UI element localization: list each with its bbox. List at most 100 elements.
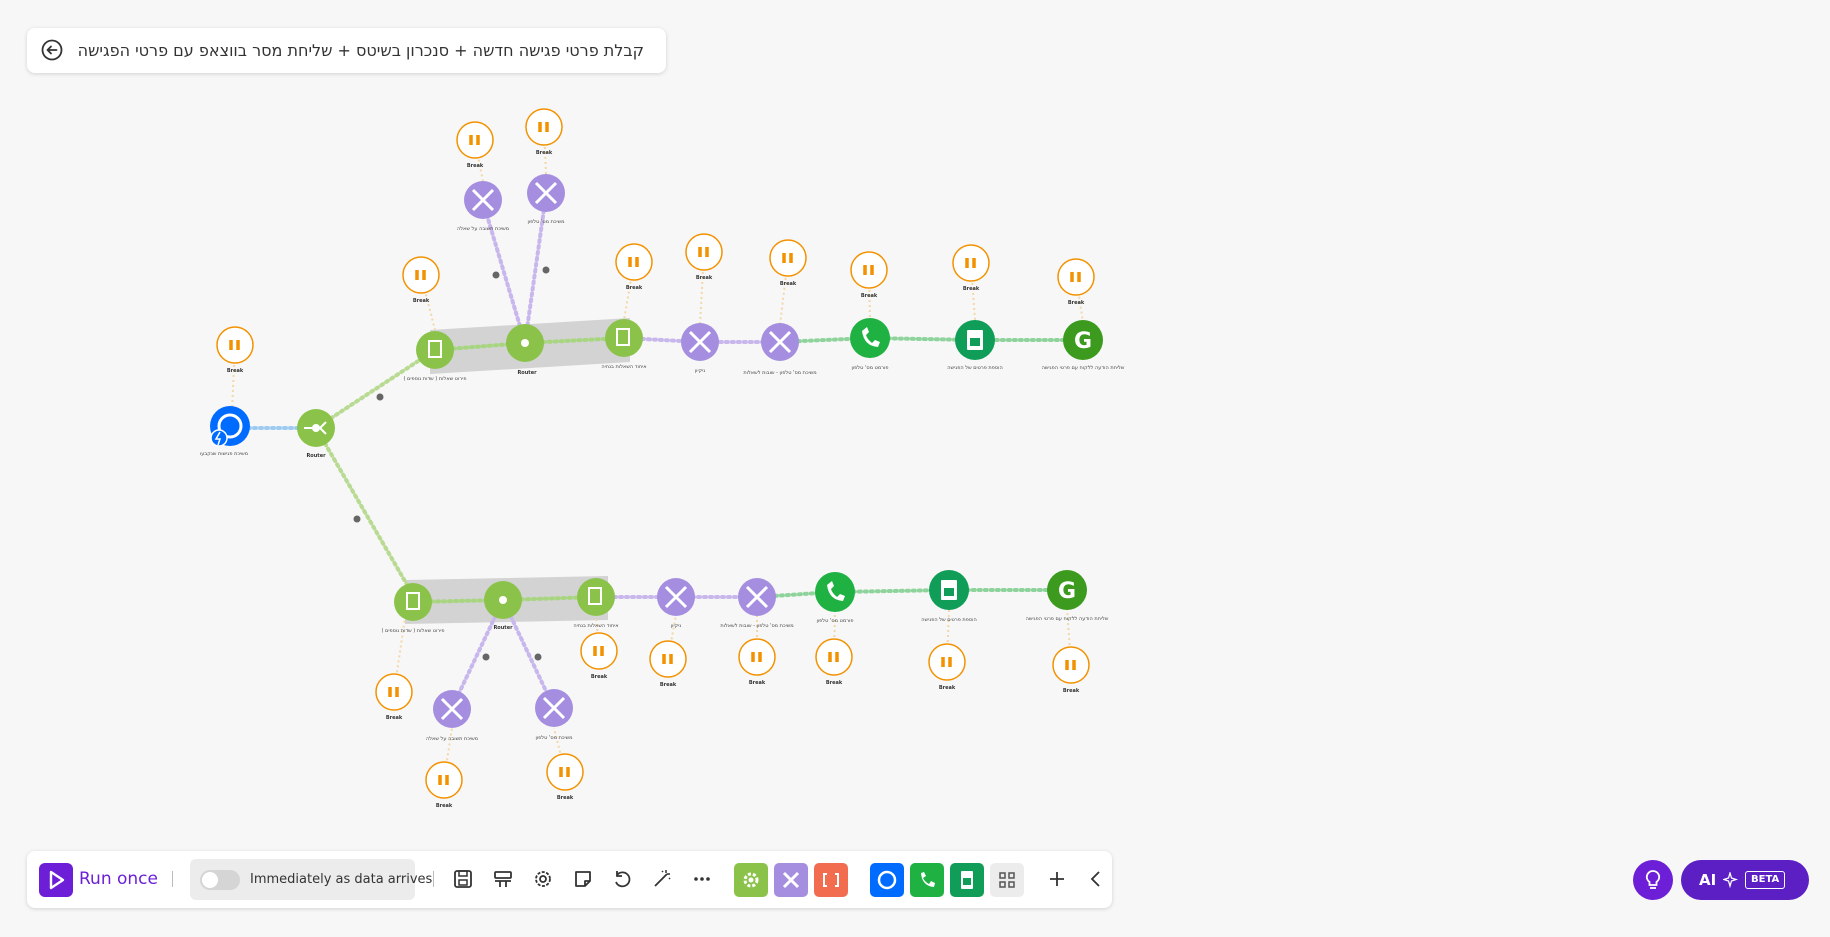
scenario-io-icon[interactable] xyxy=(492,868,514,890)
tools-module-branch-phone-upper[interactable] xyxy=(527,174,565,212)
break-module[interactable]: Break xyxy=(615,243,653,291)
calendly-icon xyxy=(877,870,897,890)
scenario-title[interactable]: קבלת פרטי פגישה חדשה + סנכרון בשיטס + של… xyxy=(77,41,644,60)
text-parser-module-upper[interactable] xyxy=(605,319,643,357)
whatsapp-module-upper[interactable] xyxy=(850,318,890,358)
magic-wand-icon[interactable] xyxy=(651,868,673,890)
break-label: Break xyxy=(557,795,574,801)
break-module[interactable]: Break xyxy=(525,108,563,156)
break-label: Break xyxy=(939,685,956,691)
text-parser-button[interactable] xyxy=(814,863,848,897)
router-label-lower: Router xyxy=(493,625,513,631)
apps-button[interactable] xyxy=(990,863,1024,897)
upper-label-5: הוספת פרטים של הפגישה xyxy=(947,365,1002,371)
schedule-toggle[interactable] xyxy=(200,870,240,890)
play-icon xyxy=(49,870,65,890)
run-once-button[interactable] xyxy=(39,863,73,897)
break-module[interactable]: Break xyxy=(375,673,413,721)
google-sheets-module-upper[interactable] xyxy=(955,320,995,360)
lower-label-1: איחוד השאלות בנחיה xyxy=(573,623,618,629)
tools-module-upper-1[interactable] xyxy=(681,323,719,361)
pause-icon xyxy=(751,652,762,662)
break-module[interactable]: Break xyxy=(769,239,807,287)
chevron-left-icon[interactable] xyxy=(1085,868,1107,890)
router-label-upper: Router xyxy=(517,370,537,376)
tools-module-lower-2[interactable] xyxy=(738,578,776,616)
text-parser-module-lower[interactable] xyxy=(577,578,615,616)
tools-icon xyxy=(782,871,800,889)
ai-assistant-button[interactable]: AI BETA xyxy=(1681,860,1809,900)
break-module[interactable]: Break xyxy=(850,251,888,299)
add-icon[interactable] xyxy=(1046,868,1068,890)
break-module[interactable]: Break xyxy=(425,761,463,809)
branch-answer-label-lower: משיכת תשובה על שאלה xyxy=(426,736,478,742)
undo-icon[interactable] xyxy=(611,868,633,890)
break-module[interactable]: Break xyxy=(546,753,584,801)
break-label: Break xyxy=(386,715,403,721)
router-module-upper[interactable] xyxy=(506,324,544,362)
break-label: Break xyxy=(780,281,797,287)
text-aggregator-module-lower[interactable] xyxy=(394,583,432,621)
google-sheets-button[interactable] xyxy=(950,863,984,897)
google-sheets-module-lower[interactable] xyxy=(929,570,969,610)
run-once-label[interactable]: Run once xyxy=(79,869,158,889)
flow-control-button[interactable] xyxy=(734,863,768,897)
hint-button[interactable] xyxy=(1633,860,1673,900)
tools-module-branch-phone-lower[interactable] xyxy=(535,689,573,727)
pause-icon xyxy=(863,265,874,275)
divider xyxy=(433,871,434,887)
break-module[interactable]: Break xyxy=(1057,258,1095,306)
connection-line xyxy=(314,426,415,597)
pause-icon xyxy=(538,122,549,132)
break-label: Break xyxy=(861,293,878,299)
text-aggregator-module-upper[interactable] xyxy=(416,331,454,369)
branch-phone-label-lower: משיכת מס' טלפון xyxy=(535,735,572,741)
break-label: Break xyxy=(826,680,843,686)
upper-label-2: ניקיון xyxy=(695,368,706,374)
schedule-toggle-area[interactable]: Immediately as data arrives xyxy=(190,859,432,900)
upper-label-0: פירוט שאלות ( שדות נוספים ) xyxy=(404,376,467,382)
whatsapp-button[interactable] xyxy=(910,863,944,897)
lightbulb-icon xyxy=(1645,870,1661,889)
calendly-trigger-module[interactable] xyxy=(210,406,250,447)
break-module[interactable]: Break xyxy=(952,244,990,292)
more-icon[interactable] xyxy=(691,868,713,890)
break-module[interactable]: Break xyxy=(649,640,687,688)
ai-label: AI xyxy=(1699,871,1717,889)
break-module[interactable]: Break xyxy=(402,256,440,304)
pause-icon xyxy=(1065,660,1076,670)
lower-label-6: שליחת הודעה ללקוח עם פרטי הפגישה xyxy=(1026,616,1109,622)
tools-module-branch-answer-lower[interactable] xyxy=(433,690,471,728)
break-module[interactable]: Break xyxy=(815,638,853,686)
tools-module-upper-2[interactable] xyxy=(761,323,799,361)
lower-label-0: פירוט שאלות ( שדות נוספים ) xyxy=(382,628,445,634)
pause-icon xyxy=(698,247,709,257)
router-module[interactable] xyxy=(297,409,335,447)
router-module-lower[interactable] xyxy=(484,581,522,619)
calendly-button[interactable] xyxy=(870,863,904,897)
whatsapp-module-lower[interactable] xyxy=(815,572,855,612)
notes-icon[interactable] xyxy=(572,868,594,890)
break-module[interactable]: Break xyxy=(738,638,776,686)
break-module[interactable]: Break xyxy=(580,632,618,680)
break-module[interactable]: Break xyxy=(1052,646,1090,694)
break-module[interactable]: Break xyxy=(456,121,494,169)
break-module[interactable]: Break xyxy=(928,643,966,691)
break-label: Break xyxy=(626,285,643,291)
green-api-module-lower[interactable]: G xyxy=(1047,570,1087,610)
schedule-label: Immediately as data arrives xyxy=(250,872,433,887)
break-module[interactable]: Break xyxy=(685,233,723,281)
green-api-module-upper[interactable]: G xyxy=(1063,320,1103,360)
tools-module-branch-answer-upper[interactable] xyxy=(464,181,502,219)
svg-text:G: G xyxy=(1058,579,1076,604)
phone-icon xyxy=(921,872,935,887)
back-arrow-icon[interactable] xyxy=(41,39,63,61)
break-label: Break xyxy=(413,298,430,304)
save-icon[interactable] xyxy=(452,868,474,890)
break-module[interactable]: Break xyxy=(216,326,254,374)
tools-button[interactable] xyxy=(774,863,808,897)
tools-module-lower-1[interactable] xyxy=(657,578,695,616)
connection-line xyxy=(501,598,556,710)
settings-icon[interactable] xyxy=(532,868,554,890)
